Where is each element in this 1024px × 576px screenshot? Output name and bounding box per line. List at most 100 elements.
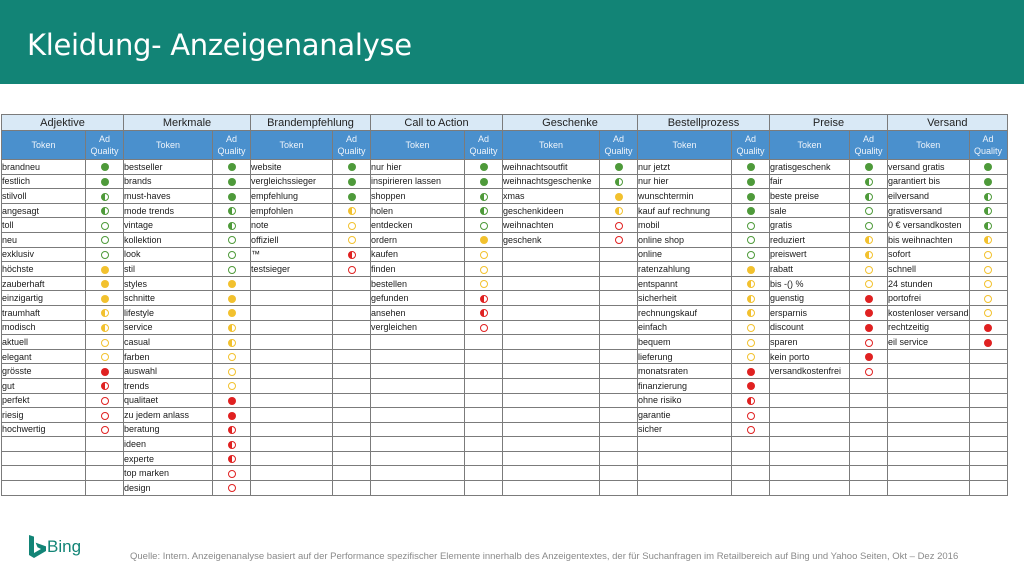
table-row: hochwertig beratung sicher: [1, 421, 1008, 438]
token-cell: angesagt: [1, 202, 86, 219]
quality-indicator-icon: [746, 163, 755, 172]
token-cell: brands: [123, 173, 213, 190]
quality-cell: [731, 348, 770, 365]
token-cell: [502, 246, 600, 263]
token-cell: mobil: [637, 217, 732, 233]
category-header-row: Adjektive Merkmale Brandempfehlung Call to …: [1, 114, 1008, 131]
token-cell: testsieger: [250, 261, 333, 277]
token-cell: [370, 436, 465, 452]
quality-cell: [212, 363, 251, 379]
token-column-header: Token: [637, 130, 732, 160]
quality-cell: [212, 231, 251, 248]
quality-cell: [85, 392, 124, 409]
token-cell: [250, 290, 333, 306]
quality-cell: [212, 319, 251, 336]
quality-indicator-icon: [479, 265, 488, 274]
quality-cell: [332, 173, 371, 190]
token-column-header: Token: [370, 130, 465, 160]
quality-indicator-icon: [479, 250, 488, 259]
bing-logo: [29, 535, 46, 558]
quality-indicator-icon: [227, 411, 236, 420]
token-cell: nur hier: [370, 159, 465, 175]
quality-cell: [599, 465, 638, 482]
quality-cell: [332, 465, 371, 482]
token-cell: kostenloser versand: [887, 304, 970, 321]
quality-label: Quality: [854, 146, 883, 156]
token-cell: rechtzeitig: [887, 319, 970, 336]
table-row: design: [1, 480, 1008, 496]
token-cell: sicherheit: [637, 290, 732, 306]
token-cell: 0 € versandkosten: [887, 217, 970, 233]
token-cell: modisch: [1, 319, 86, 336]
quality-cell: [85, 231, 124, 248]
quality-cell: [731, 392, 770, 409]
quality-indicator-icon: [100, 309, 109, 318]
quality-cell: [731, 407, 770, 423]
ad-analysis-table: Adjektive Merkmale Brandempfehlung Call to …: [1, 114, 1008, 496]
quality-cell: [464, 377, 503, 394]
quality-cell: [731, 261, 770, 277]
table-row: riesig zu jedem anlass garantie: [1, 407, 1008, 423]
quality-cell: [85, 275, 124, 292]
token-cell: eil service: [887, 334, 970, 350]
quality-indicator-icon: [864, 353, 873, 362]
token-cell: entspannt: [637, 275, 732, 292]
token-cell: exklusiv: [1, 246, 86, 263]
token-cell: garantie: [637, 407, 732, 423]
token-cell: [502, 319, 600, 336]
quality-cell: [212, 407, 251, 423]
table-row: angesagt mode trends empfohlen holen geschen…: [1, 202, 1008, 219]
quality-cell: [599, 436, 638, 452]
quality-cell: [849, 188, 888, 204]
quality-cell: [599, 304, 638, 321]
quality-cell: [464, 450, 503, 467]
category-header: Geschenke: [502, 114, 638, 131]
quality-cell: [599, 421, 638, 438]
table-row: brandneu bestseller website nur hier weihnac…: [1, 159, 1008, 175]
token-cell: [887, 421, 970, 438]
quality-indicator-icon: [100, 192, 109, 201]
token-cell: gratis: [769, 217, 850, 233]
token-cell: [769, 480, 850, 496]
quality-indicator-icon: [746, 323, 755, 332]
quality-indicator-icon: [227, 309, 236, 318]
quality-cell: [599, 217, 638, 233]
header-bar: Kleidung- Anzeigenanalyse: [0, 0, 1024, 84]
token-column-header: Token: [887, 130, 970, 160]
token-cell: [502, 290, 600, 306]
token-cell: [502, 392, 600, 409]
quality-cell: [599, 480, 638, 496]
token-cell: guenstig: [769, 290, 850, 306]
token-cell: [502, 407, 600, 423]
token-cell: weihnachtsgeschenke: [502, 173, 600, 190]
token-cell: look: [123, 246, 213, 263]
quality-indicator-icon: [746, 280, 755, 289]
token-cell: monatsraten: [637, 363, 732, 379]
quality-indicator-icon: [746, 382, 755, 391]
quality-indicator-icon: [746, 353, 755, 362]
quality-cell: [968, 290, 1008, 306]
token-cell: ansehen: [370, 304, 465, 321]
quality-cell: [731, 290, 770, 306]
token-cell: lifestyle: [123, 304, 213, 321]
quality-indicator-icon: [864, 192, 873, 201]
token-column-header: Token: [123, 130, 213, 160]
token-cell: reduziert: [769, 231, 850, 248]
token-cell: [502, 480, 600, 496]
token-cell: [502, 348, 600, 365]
token-cell: preiswert: [769, 246, 850, 263]
token-cell: ordern: [370, 231, 465, 248]
token-cell: [250, 334, 333, 350]
token-cell: design: [123, 480, 213, 496]
quality-cell: [332, 392, 371, 409]
quality-cell: [85, 407, 124, 423]
quality-cell: [212, 173, 251, 190]
ad-label: Ad: [225, 134, 237, 144]
quality-cell: [332, 407, 371, 423]
token-cell: garantiert bis: [887, 173, 970, 190]
quality-indicator-icon: [227, 265, 236, 274]
quality-cell: [849, 246, 888, 263]
token-cell: [769, 377, 850, 394]
quality-cell: [464, 159, 503, 175]
quality-cell: [968, 304, 1008, 321]
